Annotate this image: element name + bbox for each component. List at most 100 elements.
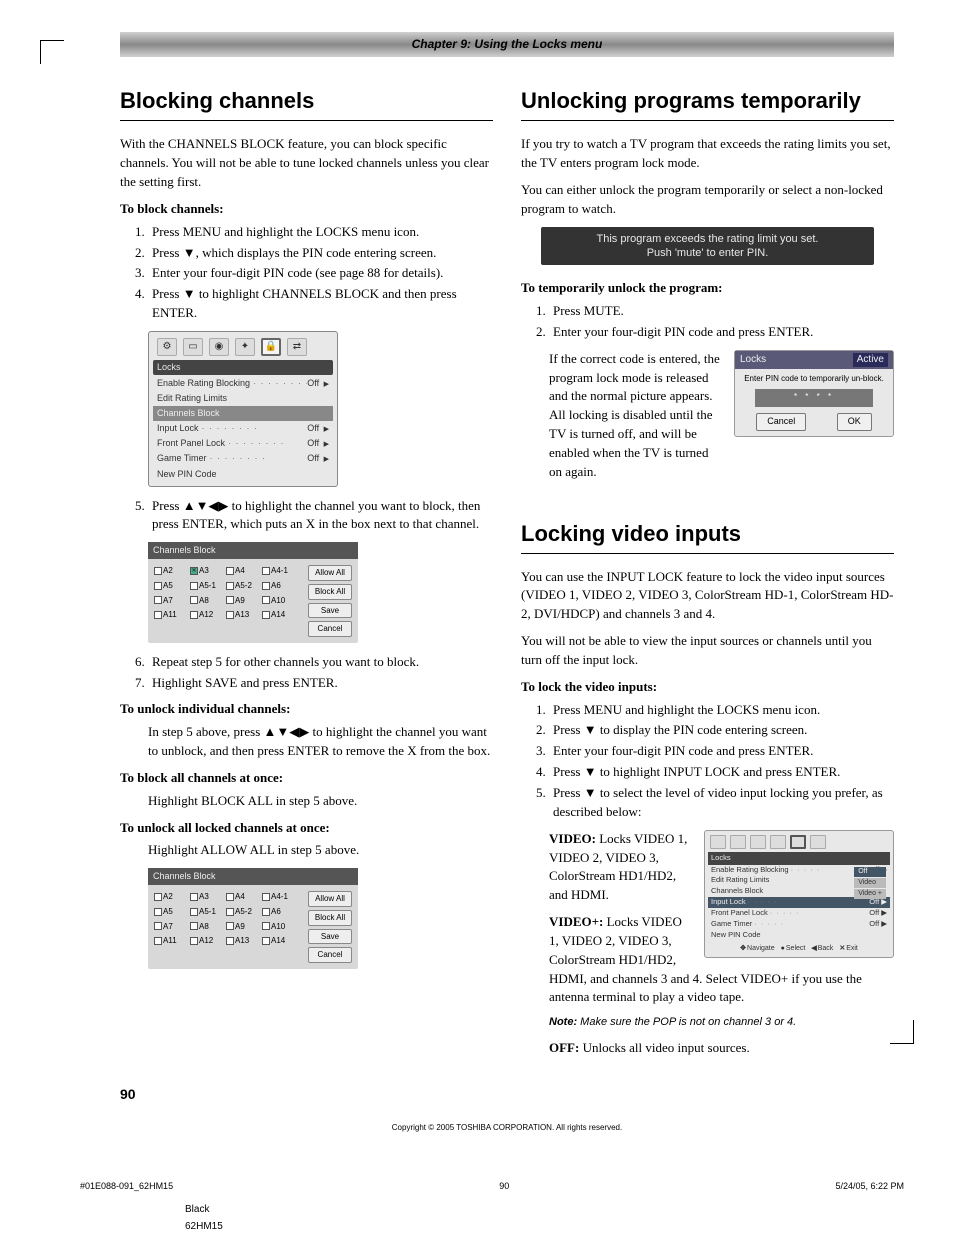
osd-menu-row: Front Panel Lock· · · · ·Off ▶	[708, 908, 890, 919]
menu-icon	[770, 835, 786, 849]
osd-button[interactable]: Block All	[308, 910, 352, 926]
step: Press MUTE.	[549, 302, 894, 321]
note-text: Make sure the POP is not on channel 3 or…	[577, 1016, 796, 1028]
menu-icon: ⚙	[157, 338, 177, 356]
channel-cell: A8	[190, 595, 222, 607]
subhead-block: To block channels:	[120, 200, 493, 219]
osd-menu-row: Channels Block	[153, 406, 333, 421]
menu-icon	[810, 835, 826, 849]
step: Press ▼ to highlight CHANNELS BLOCK and …	[148, 285, 493, 323]
channel-cell: A4	[226, 565, 258, 577]
osd-button[interactable]: Allow All	[308, 891, 352, 907]
steps-lock-inputs: Press MENU and highlight the LOCKS menu …	[549, 701, 894, 822]
input-lock-option: Video	[854, 878, 886, 888]
block-all-text: Highlight BLOCK ALL in step 5 above.	[148, 792, 493, 811]
body-text: If you try to watch a TV program that ex…	[521, 135, 894, 173]
step: Enter your four-digit PIN code and press…	[549, 323, 894, 342]
page-number: 90	[120, 1084, 894, 1104]
step: Repeat step 5 for other channels you wan…	[148, 653, 493, 672]
osd-channels-block-1: Channels Block A2A3A4A4-1A5A5-1A5-2A6A7A…	[148, 542, 358, 642]
step: Highlight SAVE and press ENTER.	[148, 674, 493, 693]
osd-button[interactable]: Block All	[308, 584, 352, 600]
osd-locks-menu: ⚙ ▭ ◉ ✦ 🔒 ⇄ Locks Enable Rating Blocking…	[148, 331, 338, 487]
input-lock-option: Off	[854, 867, 886, 877]
channel-cell: A5-2	[226, 906, 258, 918]
osd-icon-row: ⚙ ▭ ◉ ✦ 🔒 ⇄	[153, 336, 333, 360]
step: Press ▼ to display the PIN code entering…	[549, 721, 894, 740]
left-column: Blocking channels With the CHANNELS BLOC…	[120, 85, 493, 1066]
body-text: You can either unlock the program tempor…	[521, 181, 894, 219]
subhead-unlock-ind: To unlock individual channels:	[120, 700, 493, 719]
print-footer: #01E088-091_62HM15 90 5/24/05, 6:22 PM	[0, 1164, 954, 1203]
subhead-temp-unlock: To temporarily unlock the program:	[521, 279, 894, 298]
channel-cell: A13	[226, 609, 258, 621]
menu-icon	[710, 835, 726, 849]
channel-cell: A4-1	[262, 891, 294, 903]
video-label: VIDEO:	[549, 831, 596, 846]
channel-cell: A6	[262, 906, 294, 918]
channel-cell: A11	[154, 935, 186, 947]
osd-pin-stars: * * * *	[755, 389, 873, 408]
heading-unlock-temp: Unlocking programs temporarily	[521, 85, 894, 117]
menu-icon	[730, 835, 746, 849]
channel-cell: A10	[262, 921, 294, 933]
step: Enter your four-digit PIN code and press…	[549, 742, 894, 761]
osd-button[interactable]: Cancel	[308, 621, 352, 637]
copyright: Copyright © 2005 TOSHIBA CORPORATION. Al…	[120, 1122, 894, 1134]
channel-cell: A4-1	[262, 565, 294, 577]
unlock-ind-text: In step 5 above, press ▲▼◀▶ to highlight…	[148, 723, 493, 761]
cancel-button[interactable]: Cancel	[756, 413, 806, 430]
menu-icon: ⇄	[287, 338, 307, 356]
osd-active-badge: Active	[853, 353, 888, 368]
osd-button[interactable]: Save	[308, 603, 352, 619]
footer-black: Black	[185, 1203, 904, 1218]
channel-cell: A10	[262, 595, 294, 607]
crop-mark-br	[890, 1020, 914, 1044]
osd-menu-row: New PIN Code	[153, 467, 333, 482]
channel-cell: A6	[262, 580, 294, 592]
channel-cell: A2	[154, 565, 186, 577]
msg-line: This program exceeds the rating limit yo…	[597, 233, 819, 245]
channel-cell: A3	[190, 565, 222, 577]
rule	[521, 120, 894, 121]
locks-icon: 🔒	[261, 338, 281, 356]
subhead-lock-inputs: To lock the video inputs:	[521, 678, 894, 697]
step: Press ▼ to select the level of video inp…	[549, 784, 894, 822]
osd-button[interactable]: Cancel	[308, 947, 352, 963]
osd-menu-row: Front Panel Lock· · · · · · · ·Off ▶	[153, 436, 333, 451]
rule	[521, 553, 894, 554]
osd-title: Channels Block	[148, 542, 358, 559]
heading-blocking: Blocking channels	[120, 85, 493, 117]
osd-menu-row: Game Timer· · · · ·Off ▶	[708, 919, 890, 930]
osd-button[interactable]: Save	[308, 929, 352, 945]
note: Note: Make sure the POP is not on channe…	[549, 1015, 894, 1031]
footer-file: #01E088-091_62HM15	[80, 1180, 173, 1193]
off-text: Unlocks all video input sources.	[579, 1040, 749, 1055]
channel-cell: A5	[154, 580, 186, 592]
step: Press MENU and highlight the LOCKS menu …	[148, 223, 493, 242]
step: Press ▼ to highlight INPUT LOCK and pres…	[549, 763, 894, 782]
osd-title: Locks	[153, 360, 333, 375]
step: Press ▲▼◀▶ to highlight the channel you …	[148, 497, 493, 535]
off-label: OFF:	[549, 1040, 579, 1055]
osd-nav-hints: ✥Navigate●Select◀Back✕Exit	[708, 941, 890, 954]
osd-menu-row: Enable Rating Blocking· · · · · · · ·Off…	[153, 376, 333, 391]
osd-rating-message: This program exceeds the rating limit yo…	[541, 227, 874, 266]
subhead-unlock-all: To unlock all locked channels at once:	[120, 819, 493, 838]
channel-cell: A5-2	[226, 580, 258, 592]
menu-icon	[750, 835, 766, 849]
ok-button[interactable]: OK	[837, 413, 872, 430]
step: Enter your four-digit PIN code (see page…	[148, 264, 493, 283]
channel-cell: A4	[226, 891, 258, 903]
osd-menu-row: New PIN Code	[708, 930, 890, 941]
channel-cell: A13	[226, 935, 258, 947]
osd-button[interactable]: Allow All	[308, 565, 352, 581]
osd-title: Channels Block	[148, 868, 358, 885]
locks-icon	[790, 835, 806, 849]
crop-mark-tl	[40, 40, 64, 64]
footer-model: 62HM15	[185, 1221, 223, 1232]
rule	[120, 120, 493, 121]
channel-cell: A14	[262, 609, 294, 621]
footer-date: 5/24/05, 6:22 PM	[835, 1180, 904, 1193]
channel-cell: A11	[154, 609, 186, 621]
